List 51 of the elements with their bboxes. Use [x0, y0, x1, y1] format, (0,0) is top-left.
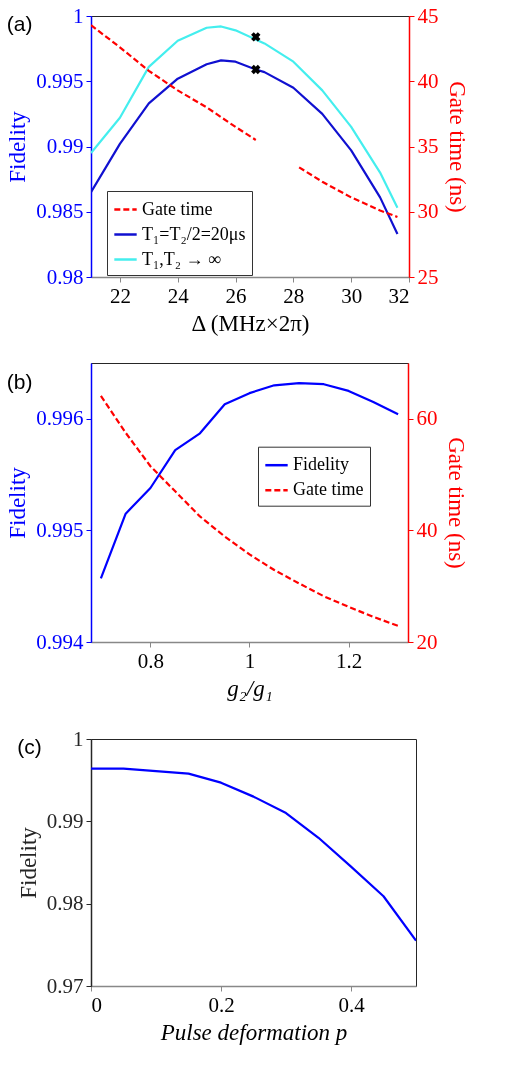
y2-tick-label: 40 [417, 68, 439, 93]
y-axis-title: Fidelity [5, 466, 31, 539]
chart-title: (c) [17, 735, 42, 758]
y-tick-label: 1 [73, 3, 84, 28]
y-tick-label: 0.985 [36, 199, 84, 224]
y-axis-title: Fidelity [5, 110, 31, 183]
y2-tick-label: 20 [416, 629, 438, 654]
y-tick-label: 0.996 [36, 406, 84, 431]
x-tick-label: 26 [225, 283, 247, 308]
x-tick-label: 30 [341, 283, 363, 308]
y-tick-label: 0.97 [46, 973, 84, 998]
y-tick-label: 0.99 [46, 808, 84, 833]
x-tick-label: 0 [91, 992, 102, 1017]
legend-label: Fidelity [293, 454, 350, 475]
y-tick-label: 0.995 [36, 68, 84, 93]
x-axis-title: Pulse deformation p [159, 1019, 348, 1045]
x-tick-label: 32 [388, 283, 410, 308]
y-tick-label: 0.98 [46, 891, 84, 916]
legend-label: Gate time [293, 479, 364, 500]
line-series [99, 381, 400, 580]
x-tick-label: 1.2 [335, 648, 363, 673]
line-series [99, 394, 400, 627]
y2-tick-label: 40 [416, 517, 438, 542]
x-tick-label: 0.8 [137, 648, 165, 673]
legend-label: T₁,T₂ → ∞ [142, 248, 222, 269]
chart-title: (a) [6, 12, 33, 35]
y-tick-label: 0.98 [46, 264, 84, 289]
y2-tick-label: 45 [417, 3, 439, 28]
legend-label: Gate time [142, 198, 213, 219]
x-tick-label: 28 [283, 283, 305, 308]
y2-tick-label: 30 [417, 199, 439, 224]
legend-label: T₁=T₂/2=20μs [142, 223, 246, 244]
y2-tick-label: 25 [417, 264, 439, 289]
y2-axis-title: Gate time (ns) [443, 437, 469, 569]
x-axis-title: Δ (MHz×2π) [191, 310, 310, 336]
x-tick-label: 24 [167, 283, 190, 308]
y2-tick-label: 60 [416, 406, 438, 431]
y2-axis-title: Gate time (ns) [444, 81, 470, 213]
line-series [91, 767, 416, 942]
x-axis-title: g₂/g₁ [227, 675, 273, 701]
x-tick-label: 22 [109, 283, 131, 308]
y-tick-label: 0.994 [36, 629, 84, 654]
y-tick-label: 0.99 [46, 134, 84, 158]
x-tick-label: 1 [244, 648, 256, 673]
x-tick-label: 0.2 [208, 992, 235, 1017]
y-axis-title: Fidelity [15, 826, 41, 899]
y-tick-label: 0.995 [36, 517, 84, 542]
chart-title: (b) [6, 370, 33, 393]
y-tick-label: 1 [73, 726, 84, 751]
x-tick-label: 0.4 [338, 992, 366, 1017]
y2-tick-label: 35 [417, 134, 439, 158]
